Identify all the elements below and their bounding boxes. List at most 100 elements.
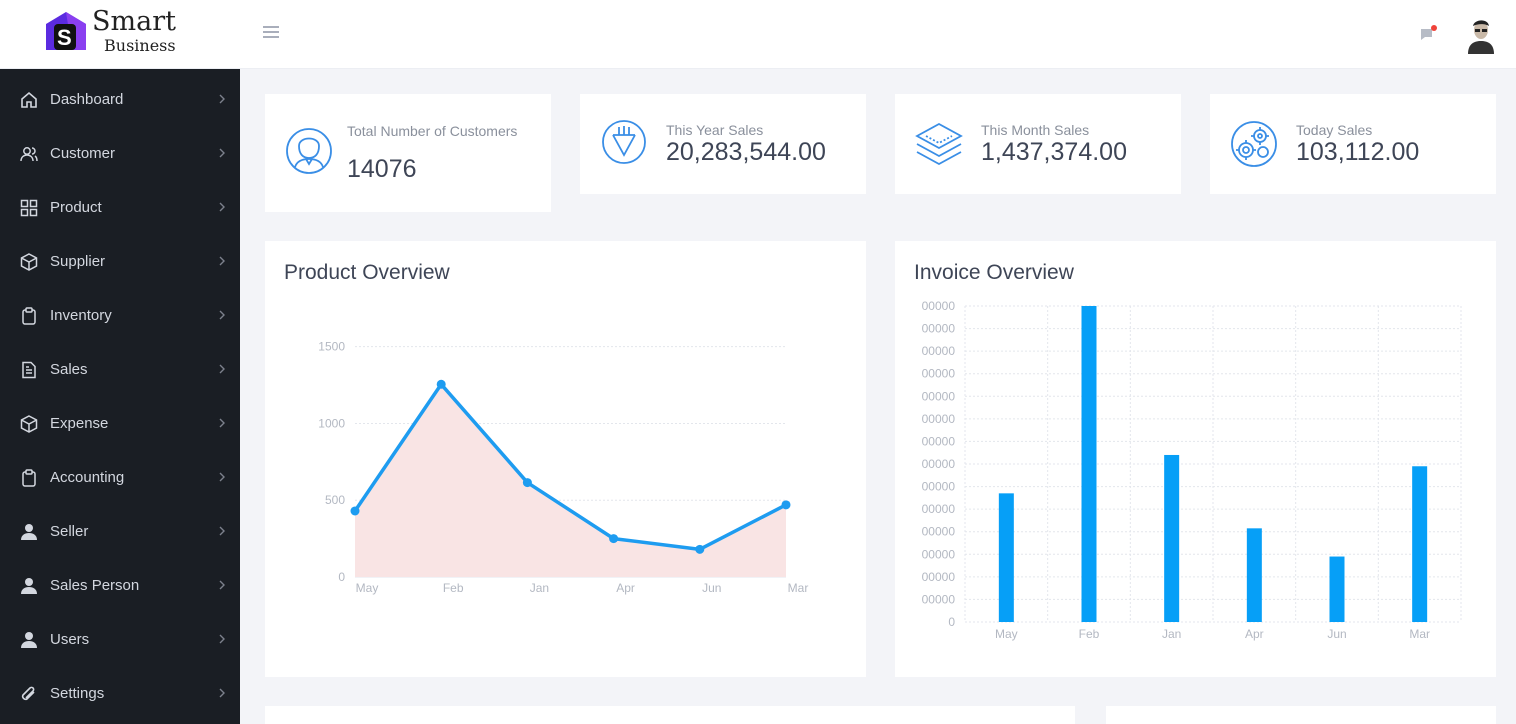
bottom-panel-left xyxy=(265,706,1075,724)
x-tick-label: Jan xyxy=(1162,627,1181,641)
data-point[interactable] xyxy=(781,500,791,510)
box-icon xyxy=(20,415,38,433)
chevron-right-icon xyxy=(219,688,225,698)
bar[interactable] xyxy=(1329,556,1345,622)
stat-label: Today Sales xyxy=(1296,122,1373,138)
clipboard-icon xyxy=(22,469,36,487)
sidebar-item-label: Accounting xyxy=(50,469,125,486)
sidebar-item-label: Supplier xyxy=(50,253,106,270)
sidebar-item-label: Seller xyxy=(50,523,89,540)
y-tick-label: 00000 xyxy=(922,344,956,358)
layers-icon xyxy=(915,122,963,166)
x-tick-label: Apr xyxy=(1245,627,1264,641)
stat-label: This Year Sales xyxy=(666,122,764,138)
pencil-badge-icon xyxy=(602,120,646,164)
sidebar-item-label: Sales xyxy=(50,361,88,378)
chevron-right-icon xyxy=(219,94,225,104)
sidebar-item-product[interactable]: Product xyxy=(0,183,240,237)
stat-value: 20,283,544.00 xyxy=(666,138,826,166)
panel-title: Product Overview xyxy=(284,261,450,284)
sidebar-item-accounting[interactable]: Accounting xyxy=(0,453,240,507)
hamburger-icon[interactable] xyxy=(263,23,283,43)
chevron-right-icon xyxy=(219,148,225,158)
sidebar-item-sales[interactable]: Sales xyxy=(0,345,240,399)
brand-logo[interactable]: S Smart Business xyxy=(42,6,192,58)
home-icon xyxy=(21,91,37,108)
sidebar-item-customer[interactable]: Customer xyxy=(0,129,240,183)
grid-icon xyxy=(20,199,38,217)
bar[interactable] xyxy=(1164,454,1180,622)
customer-icon xyxy=(286,128,332,174)
sidebar-item-seller[interactable]: Seller xyxy=(0,507,240,561)
y-tick-label: 00000 xyxy=(922,322,956,336)
x-tick-label: Feb xyxy=(443,581,464,595)
x-tick-label: Feb xyxy=(1079,627,1100,641)
stat-value: 1,437,374.00 xyxy=(981,138,1127,166)
sidebar-item-label: Expense xyxy=(50,415,109,432)
y-tick-label: 00000 xyxy=(922,389,956,403)
sidebar-item-label: Dashboard xyxy=(50,91,124,108)
data-point[interactable] xyxy=(522,478,532,488)
users-icon xyxy=(20,147,38,162)
y-tick-label: 00000 xyxy=(922,570,956,584)
stat-card-month-sales: This Month Sales 1,437,374.00 xyxy=(895,94,1181,194)
chevron-right-icon xyxy=(219,418,225,428)
y-tick-label: 00000 xyxy=(922,367,956,381)
brand-name: Smart xyxy=(92,6,176,37)
x-tick-label: May xyxy=(356,581,379,595)
bar[interactable] xyxy=(998,493,1014,622)
bar[interactable] xyxy=(1081,306,1097,622)
x-tick-label: Apr xyxy=(616,581,635,595)
x-tick-label: Mar xyxy=(788,581,809,595)
sidebar-item-label: Settings xyxy=(50,685,105,702)
box-icon xyxy=(20,253,38,271)
user-icon xyxy=(21,578,37,594)
svg-text:S: S xyxy=(57,25,72,50)
sidebar: Dashboard Customer Product Supplier Inventor… xyxy=(0,69,240,724)
y-tick-label: 500 xyxy=(325,493,345,507)
bar[interactable] xyxy=(1246,528,1262,622)
x-tick-label: Jan xyxy=(530,581,549,595)
paperclip-icon xyxy=(21,686,35,701)
sidebar-item-label: Product xyxy=(50,199,102,216)
sidebar-item-settings[interactable]: Settings xyxy=(0,669,240,723)
sidebar-item-label: Inventory xyxy=(50,307,112,324)
sidebar-item-label: Users xyxy=(50,631,90,648)
sidebar-item-supplier[interactable]: Supplier xyxy=(0,237,240,291)
stat-value: 103,112.00 xyxy=(1296,138,1420,166)
y-tick-label: 1000 xyxy=(318,416,345,430)
y-tick-label: 00000 xyxy=(922,480,956,494)
chevron-right-icon xyxy=(219,580,225,590)
sidebar-item-expense[interactable]: Expense xyxy=(0,399,240,453)
product-overview-chart: 0 500 1000 1500 May Feb Jan Apr Jun Mar xyxy=(318,340,809,595)
sidebar-item-label: Customer xyxy=(50,145,116,162)
data-point[interactable] xyxy=(350,506,360,516)
y-tick-label: 00000 xyxy=(922,525,956,539)
sidebar-item-dashboard[interactable]: Dashboard xyxy=(0,75,240,129)
bar[interactable] xyxy=(1412,466,1428,622)
chevron-right-icon xyxy=(219,364,225,374)
chat-icon[interactable] xyxy=(1418,24,1438,42)
bottom-panel-right xyxy=(1106,706,1496,724)
data-point[interactable] xyxy=(695,544,705,554)
sidebar-item-sales-person[interactable]: Sales Person xyxy=(0,561,240,615)
sidebar-item-label: Sales Person xyxy=(50,577,140,594)
stat-value: 14076 xyxy=(347,155,417,183)
x-tick-label: Mar xyxy=(1409,627,1430,641)
invoice-overview-panel: Invoice Overview 0 00000 00000 00000 00000 00… xyxy=(895,241,1496,677)
sidebar-item-inventory[interactable]: Inventory xyxy=(0,291,240,345)
panel-title: Invoice Overview xyxy=(914,261,1074,284)
user-avatar[interactable] xyxy=(1464,16,1498,54)
sidebar-item-users[interactable]: Users xyxy=(0,615,240,669)
data-point[interactable] xyxy=(609,534,619,544)
y-tick-label: 00000 xyxy=(922,547,956,561)
stat-card-today-sales: Today Sales 103,112.00 xyxy=(1210,94,1496,194)
stat-card-customers: Total Number of Customers 14076 xyxy=(265,94,551,212)
product-overview-panel: Product Overview 0 500 1000 1500 May Feb Jan Ap… xyxy=(265,241,866,677)
y-tick-label: 0 xyxy=(948,615,955,629)
x-tick-label: Jun xyxy=(1327,627,1346,641)
data-point[interactable] xyxy=(436,379,446,389)
logo-mark-icon: S xyxy=(46,12,86,50)
chevron-right-icon xyxy=(219,310,225,320)
y-tick-label: 00000 xyxy=(922,434,956,448)
